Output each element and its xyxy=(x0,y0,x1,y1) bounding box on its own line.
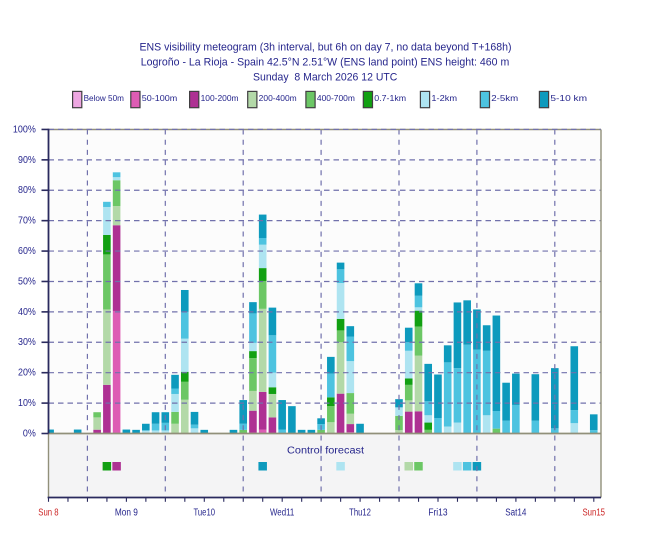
svg-text:Below 50m: Below 50m xyxy=(84,93,124,103)
svg-text:20%: 20% xyxy=(18,368,36,379)
svg-text:50-100m: 50-100m xyxy=(142,93,178,103)
svg-text:5-10 km: 5-10 km xyxy=(550,93,587,103)
svg-text:Sun15: Sun15 xyxy=(582,508,605,519)
svg-text:Thu12: Thu12 xyxy=(349,508,371,519)
svg-text:400-700m: 400-700m xyxy=(317,93,355,103)
svg-text:Fri13: Fri13 xyxy=(428,508,448,519)
svg-text:Mon 9: Mon 9 xyxy=(115,508,138,519)
svg-text:30%: 30% xyxy=(18,337,36,348)
svg-text:Sat14: Sat14 xyxy=(505,508,527,519)
svg-text:200-400m: 200-400m xyxy=(259,93,297,103)
svg-text:100%: 100% xyxy=(13,124,36,135)
svg-text:Sunday 8 March 2026 12 UTC: Sunday 8 March 2026 12 UTC xyxy=(253,72,397,84)
svg-text:Tue10: Tue10 xyxy=(194,508,216,519)
svg-text:Logroño - La Rioja - Spain 42.: Logroño - La Rioja - Spain 42.5°N 2.51°W… xyxy=(141,56,510,68)
svg-text:0%: 0% xyxy=(23,428,36,439)
svg-text:1-2km: 1-2km xyxy=(431,93,457,103)
svg-text:0.7-1km: 0.7-1km xyxy=(374,93,406,103)
svg-text:60%: 60% xyxy=(18,246,36,257)
svg-text:2-5km: 2-5km xyxy=(491,93,518,103)
svg-text:Control forecast: Control forecast xyxy=(287,446,364,457)
svg-text:90%: 90% xyxy=(18,155,36,166)
svg-text:100-200m: 100-200m xyxy=(201,93,239,103)
svg-text:40%: 40% xyxy=(18,307,36,318)
svg-text:ENS visibility meteogram (3h i: ENS visibility meteogram (3h interval, b… xyxy=(140,41,512,53)
svg-text:80%: 80% xyxy=(18,185,36,196)
svg-text:Sun 8: Sun 8 xyxy=(38,508,59,519)
svg-text:70%: 70% xyxy=(18,216,36,227)
svg-text:Wed11: Wed11 xyxy=(270,508,294,519)
svg-text:10%: 10% xyxy=(18,398,36,409)
svg-text:50%: 50% xyxy=(18,276,36,287)
